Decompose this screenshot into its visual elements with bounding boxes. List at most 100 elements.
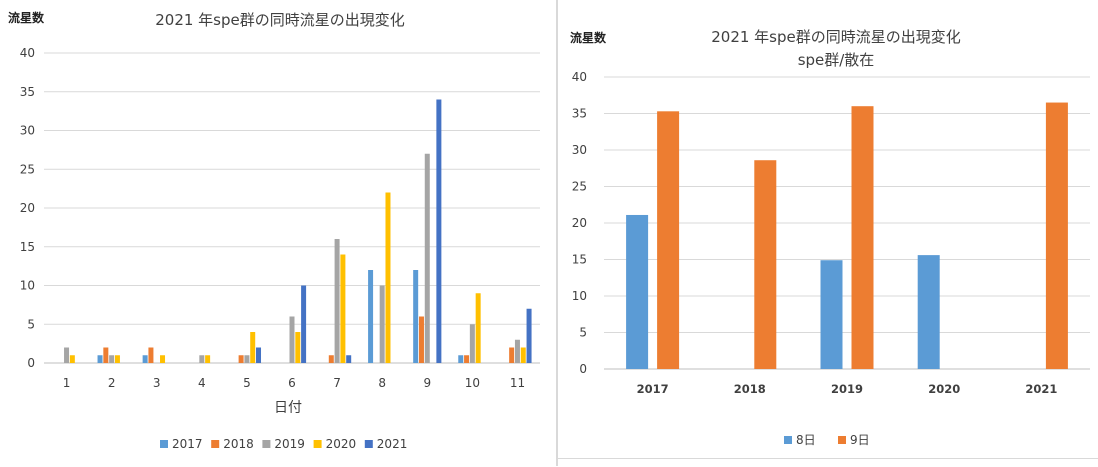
right-y-axis-label: 流星数	[570, 30, 607, 45]
y-tick-label: 15	[20, 240, 35, 254]
y-tick-label: 0	[27, 356, 35, 370]
bar	[820, 260, 843, 369]
bar	[328, 355, 334, 363]
y-tick-label: 25	[572, 180, 587, 194]
legend-label: 2020	[326, 437, 357, 451]
bar	[103, 347, 109, 363]
y-tick-label: 20	[572, 216, 587, 230]
x-tick-label: 8	[378, 376, 386, 390]
bar	[244, 355, 250, 363]
legend-label: 8日	[796, 433, 816, 447]
legend-swatch	[262, 440, 271, 448]
left-chart: 流星数 2021 年spe群の同時流星の出現変化 日付 051015202530…	[8, 10, 540, 451]
bar	[160, 355, 166, 363]
x-tick-label: 3	[153, 376, 161, 390]
bar	[289, 316, 295, 363]
bar	[520, 347, 526, 363]
panel-divider	[557, 458, 1098, 467]
x-tick-label: 2019	[831, 382, 863, 396]
bar	[114, 355, 120, 363]
y-tick-label: 5	[579, 326, 587, 340]
bar	[368, 270, 374, 363]
legend-swatch	[211, 440, 220, 448]
bar	[469, 324, 475, 363]
y-tick-label: 10	[20, 279, 35, 293]
y-tick-label: 30	[572, 143, 587, 157]
x-tick-label: 9	[423, 376, 431, 390]
x-tick-label: 2020	[928, 382, 960, 396]
bar	[295, 332, 301, 363]
x-tick-label: 7	[333, 376, 341, 390]
bar	[509, 347, 515, 363]
legend-swatch	[784, 436, 792, 444]
y-tick-label: 0	[579, 362, 587, 376]
bar	[385, 192, 391, 363]
bar	[754, 160, 777, 369]
bar	[69, 355, 75, 363]
bar	[526, 308, 532, 363]
bar	[109, 355, 115, 363]
bar	[340, 254, 346, 363]
x-tick-label: 10	[465, 376, 480, 390]
legend-swatch	[160, 440, 168, 448]
right-chart-panel: 流星数 2021 年spe群の同時流星の出現変化 spe群/散在 0 5 10 15 2…	[557, 0, 1098, 466]
bar	[250, 332, 256, 363]
bar	[413, 270, 419, 363]
bar	[64, 347, 70, 363]
legend-swatch	[364, 440, 373, 448]
bar	[379, 285, 385, 363]
bar	[205, 355, 211, 363]
bar	[475, 293, 481, 363]
legend-label: 2017	[172, 437, 203, 451]
right-chart: 流星数 2021 年spe群の同時流星の出現変化 spe群/散在 0 5 10 15 2…	[570, 28, 1090, 447]
bar	[238, 355, 244, 363]
bar	[148, 347, 154, 363]
x-tick-label: 5	[243, 376, 251, 390]
bar	[464, 355, 470, 363]
right-chart-subtitle: spe群/散在	[798, 51, 875, 69]
bar	[657, 111, 680, 369]
x-tick-label: 1	[63, 376, 71, 390]
left-x-axis-label: 日付	[274, 400, 302, 416]
bar	[199, 355, 205, 363]
bar	[301, 285, 307, 363]
legend-label: 2021	[377, 437, 408, 451]
y-tick-label: 10	[572, 289, 587, 303]
right-chart-title: 2021 年spe群の同時流星の出現変化	[711, 28, 961, 46]
bar	[142, 355, 148, 363]
x-tick-label: 6	[288, 376, 296, 390]
bar	[418, 316, 424, 363]
left-chart-panel: 流星数 2021 年spe群の同時流星の出現変化 日付 0 5 10 15 20 25 30…	[8, 0, 557, 466]
legend-swatch	[838, 436, 846, 444]
bar	[256, 347, 262, 363]
x-tick-label: 2018	[734, 382, 766, 396]
y-tick-label: 30	[20, 124, 35, 138]
legend-swatch	[313, 440, 322, 448]
legend-label: 2019	[274, 437, 305, 451]
left-y-axis-label: 流星数	[8, 10, 45, 25]
bar	[97, 355, 103, 363]
bar	[346, 355, 352, 363]
y-tick-label: 35	[20, 85, 35, 99]
x-tick-label: 4	[198, 376, 206, 390]
y-tick-label: 5	[27, 317, 35, 331]
x-tick-label: 11	[510, 376, 525, 390]
left-chart-title: 2021 年spe群の同時流星の出現変化	[155, 11, 405, 29]
y-tick-label: 40	[20, 46, 35, 60]
y-tick-label: 40	[572, 70, 587, 84]
x-tick-label: 2017	[637, 382, 669, 396]
bar	[436, 99, 442, 363]
x-tick-label: 2	[108, 376, 116, 390]
y-tick-label: 20	[20, 201, 35, 215]
y-tick-label: 35	[572, 107, 587, 121]
bar	[514, 339, 520, 363]
x-tick-label: 2021	[1025, 382, 1057, 396]
bar	[458, 355, 464, 363]
bar	[851, 106, 874, 369]
bar	[424, 153, 430, 363]
bar	[626, 214, 649, 369]
y-tick-label: 25	[20, 162, 35, 176]
bar	[1045, 102, 1068, 370]
bar	[917, 255, 940, 369]
y-tick-label: 15	[572, 253, 587, 267]
